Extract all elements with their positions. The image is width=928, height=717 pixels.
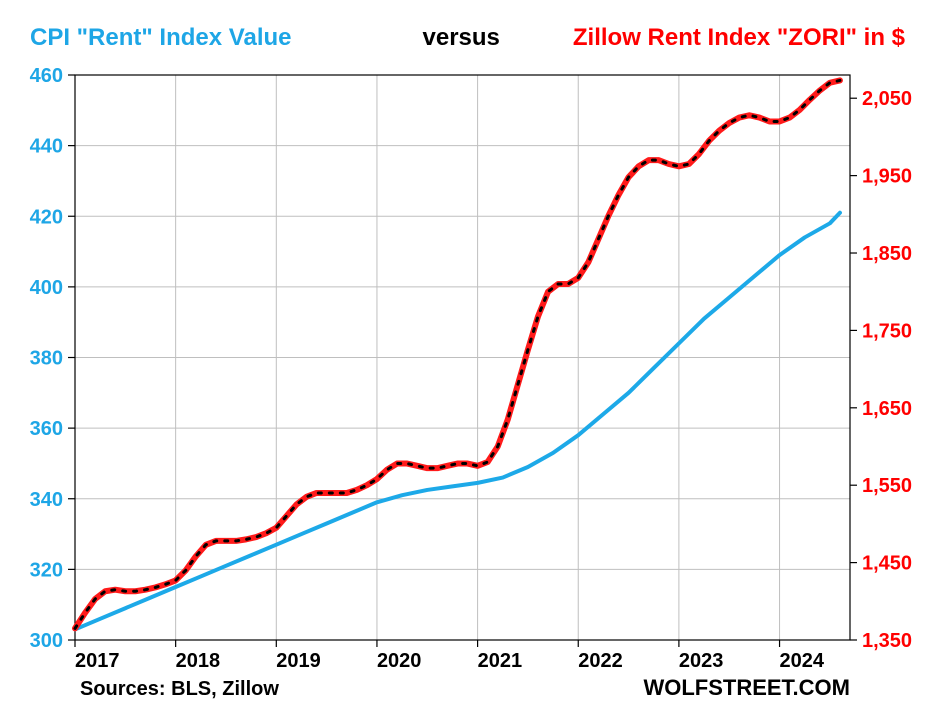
chart-svg: 300 320 340 360 380 400 420 440 460 1,350 1,450 1,5… bbox=[0, 0, 928, 717]
y-left-tick-label: 420 bbox=[30, 206, 63, 228]
chart-background bbox=[0, 0, 928, 717]
y-left-tick-label: 440 bbox=[30, 136, 63, 158]
x-tick-label: 2023 bbox=[679, 650, 724, 672]
chart-title-mid: versus bbox=[423, 24, 500, 51]
y-right-tick-label: 1,750 bbox=[862, 320, 912, 342]
chart-title-left: CPI "Rent" Index Value bbox=[30, 24, 292, 51]
y-left-tick-label: 460 bbox=[30, 65, 63, 87]
y-right-tick-label: 2,050 bbox=[862, 88, 912, 110]
y-left-tick-label: 300 bbox=[30, 630, 63, 652]
y-left-tick-label: 320 bbox=[30, 559, 63, 581]
x-tick-label: 2022 bbox=[578, 650, 623, 672]
footer-sources: Sources: BLS, Zillow bbox=[80, 678, 279, 700]
footer-brand: WOLFSTREET.COM bbox=[643, 675, 850, 700]
x-tick-label: 2018 bbox=[176, 650, 221, 672]
x-tick-label: 2019 bbox=[276, 650, 321, 672]
y-right-tick-label: 1,850 bbox=[862, 243, 912, 265]
y-left-tick-label: 400 bbox=[30, 277, 63, 299]
x-tick-label: 2024 bbox=[780, 650, 825, 672]
x-tick-label: 2021 bbox=[478, 650, 523, 672]
chart-container: 300 320 340 360 380 400 420 440 460 1,350 1,450 1,5… bbox=[0, 0, 928, 717]
y-left-tick-label: 380 bbox=[30, 348, 63, 370]
y-left-tick-label: 340 bbox=[30, 489, 63, 511]
x-tick-label: 2020 bbox=[377, 650, 422, 672]
y-right-tick-label: 1,950 bbox=[862, 166, 912, 188]
y-right-tick-label: 1,550 bbox=[862, 475, 912, 497]
y-left-tick-label: 360 bbox=[30, 418, 63, 440]
y-right-tick-label: 1,350 bbox=[862, 630, 912, 652]
chart-title-right: Zillow Rent Index "ZORI" in $ bbox=[573, 24, 906, 51]
y-right-tick-label: 1,650 bbox=[862, 398, 912, 420]
y-right-tick-label: 1,450 bbox=[862, 553, 912, 575]
x-tick-label: 2017 bbox=[75, 650, 120, 672]
